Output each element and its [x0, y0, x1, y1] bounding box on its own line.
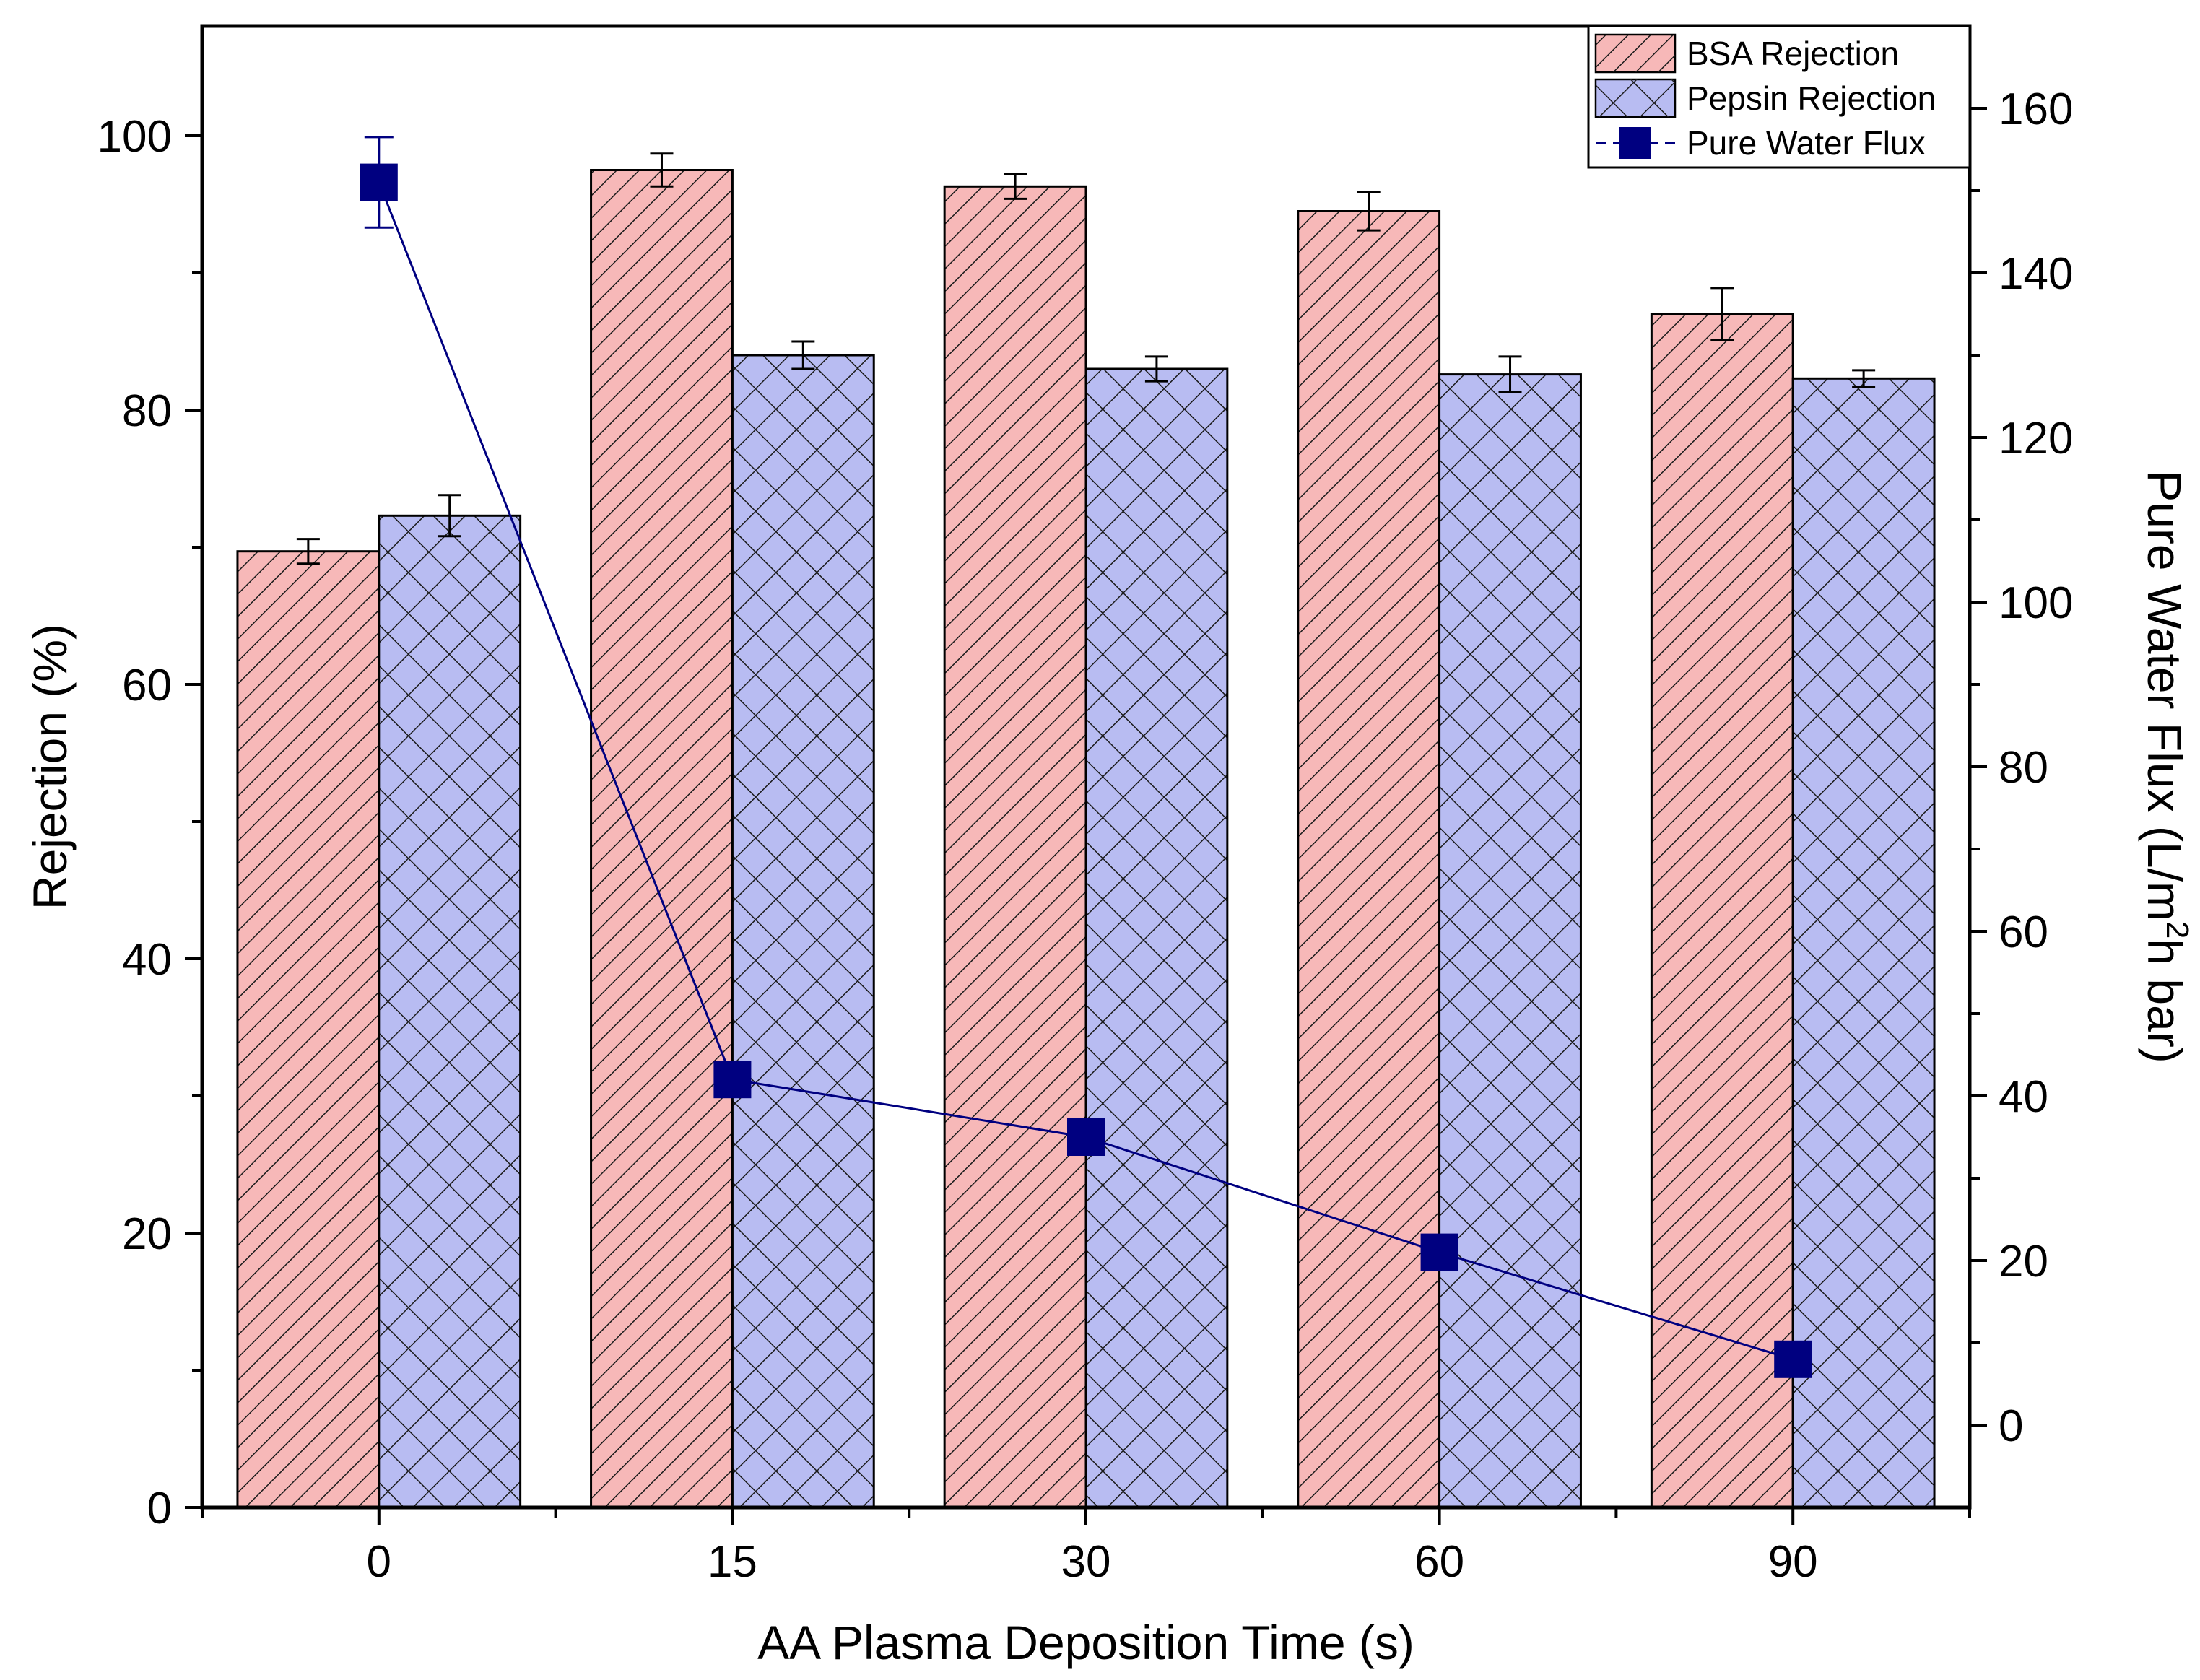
flux-marker-60	[1420, 1233, 1458, 1271]
flux-marker-0	[360, 163, 398, 201]
legend-label-flux: Pure Water Flux	[1687, 124, 1926, 162]
bar-hatch-pepsin-30	[1084, 367, 1229, 1509]
y2-tick-label-160: 160	[1999, 84, 2073, 134]
y2-title-sup: 2	[2160, 921, 2195, 939]
y2-tick-label-120: 120	[1999, 414, 2073, 463]
error-bars-layer	[296, 152, 1876, 565]
bar-hatch-bsa-90	[1650, 313, 1794, 1509]
y2-title-prefix: Pure Water Flux (L/m	[2138, 470, 2191, 921]
errorbar-pepsin-15	[791, 340, 815, 370]
errorbar-pepsin-60	[1498, 355, 1522, 393]
legend-label-pepsin: Pepsin Rejection	[1687, 79, 1936, 117]
legend-label-bsa: BSA Rejection	[1687, 35, 1899, 72]
errorbar-pepsin-0	[438, 494, 461, 538]
x-tick-label-15: 15	[708, 1537, 757, 1587]
y2-tick-label-140: 140	[1999, 249, 2073, 299]
bar-hatch-bsa-30	[943, 185, 1087, 1509]
y-tick-label-40: 40	[122, 935, 172, 985]
errorbar-bsa-90	[1710, 287, 1734, 341]
y-tick-label-0: 0	[147, 1484, 172, 1533]
x-tick-label-30: 30	[1061, 1537, 1111, 1587]
bar-hatch-bsa-15	[590, 169, 734, 1509]
bar-hatch-pepsin-60	[1438, 373, 1582, 1509]
flux-marker-30	[1067, 1118, 1105, 1156]
axes-layer: 0 20 40 60 80 100 0 20 40 60 80 100 120 140 160 0 15 30 60…	[97, 84, 2074, 1587]
y-tick-label-80: 80	[122, 386, 172, 436]
bar-hatch-bsa-0	[236, 550, 381, 1509]
legend: BSA Rejection Pepsin Rejection Pure Wate…	[1587, 25, 1971, 169]
y-tick-label-100: 100	[97, 112, 172, 162]
x-tick-label-90: 90	[1768, 1537, 1818, 1587]
flux-line-layer	[360, 136, 1812, 1378]
y2-tick-label-40: 40	[1999, 1072, 2048, 1122]
x-axis-title: AA Plasma Deposition Time (s)	[757, 1616, 1414, 1669]
errorbar-bsa-60	[1357, 191, 1381, 232]
x-tick-label-60: 60	[1414, 1537, 1464, 1587]
errorbar-pepsin-30	[1144, 355, 1168, 383]
y-axis-title: Rejection (%)	[23, 624, 77, 910]
errorbar-bsa-15	[650, 152, 674, 188]
bar-hatch-pepsin-90	[1791, 377, 1936, 1509]
bars-layer	[236, 169, 1936, 1509]
flux-marker-90	[1774, 1340, 1812, 1378]
y-tick-label-20: 20	[122, 1209, 172, 1259]
legend-swatch-bsa-hatch	[1596, 35, 1675, 72]
y2-tick-label-0: 0	[1999, 1401, 2023, 1451]
y2-tick-label-20: 20	[1999, 1237, 2048, 1287]
bar-hatch-pepsin-0	[378, 514, 522, 1509]
y-tick-label-60: 60	[122, 661, 172, 710]
y2-tick-label-60: 60	[1999, 908, 2048, 957]
errorbar-bsa-30	[1004, 173, 1027, 200]
bar-hatch-pepsin-15	[731, 354, 875, 1509]
y2-tick-label-80: 80	[1999, 743, 2048, 793]
x-tick-label-0: 0	[367, 1537, 391, 1587]
y2-tick-label-100: 100	[1999, 578, 2073, 628]
flux-marker-15	[713, 1061, 752, 1099]
y2-title-suffix: h bar)	[2138, 939, 2191, 1063]
errorbar-bsa-0	[296, 538, 320, 565]
legend-swatch-pepsin-hatch	[1596, 79, 1675, 117]
y2-axis-title: Pure Water Flux (L/m2h bar)	[2138, 470, 2195, 1063]
legend-marker-flux	[1619, 127, 1651, 159]
errorbar-pepsin-90	[1852, 369, 1876, 388]
bar-hatch-bsa-60	[1297, 210, 1441, 1509]
